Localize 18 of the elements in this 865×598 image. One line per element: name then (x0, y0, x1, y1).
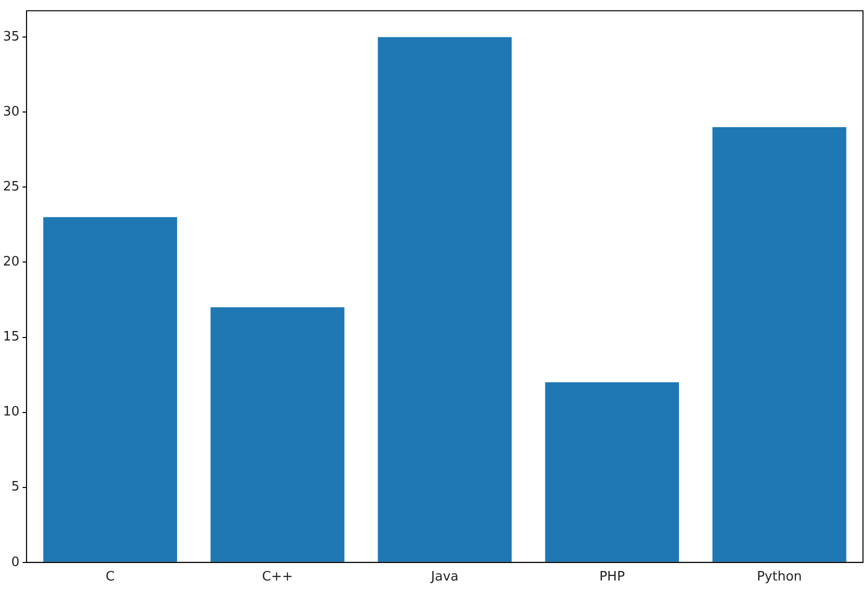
bar (378, 37, 512, 562)
x-tick-label: Java (430, 570, 459, 585)
y-tick-label: 0 (11, 554, 20, 570)
bar (210, 307, 344, 562)
y-tick-label: 30 (2, 104, 20, 120)
y-tick-label: 35 (2, 29, 20, 44)
y-tick-label: 15 (2, 330, 20, 345)
y-tick-label: 10 (2, 404, 20, 420)
x-tick-label: Python (756, 570, 802, 585)
x-tick-label: C (106, 570, 115, 585)
x-tick-label: PHP (599, 570, 625, 585)
bar (712, 127, 846, 562)
y-tick-label: 20 (2, 254, 20, 270)
x-tick-label: C++ (262, 570, 293, 585)
y-tick-label: 25 (2, 180, 20, 195)
y-tick-label: 5 (11, 480, 20, 495)
bar (43, 217, 178, 562)
bar (545, 382, 679, 562)
